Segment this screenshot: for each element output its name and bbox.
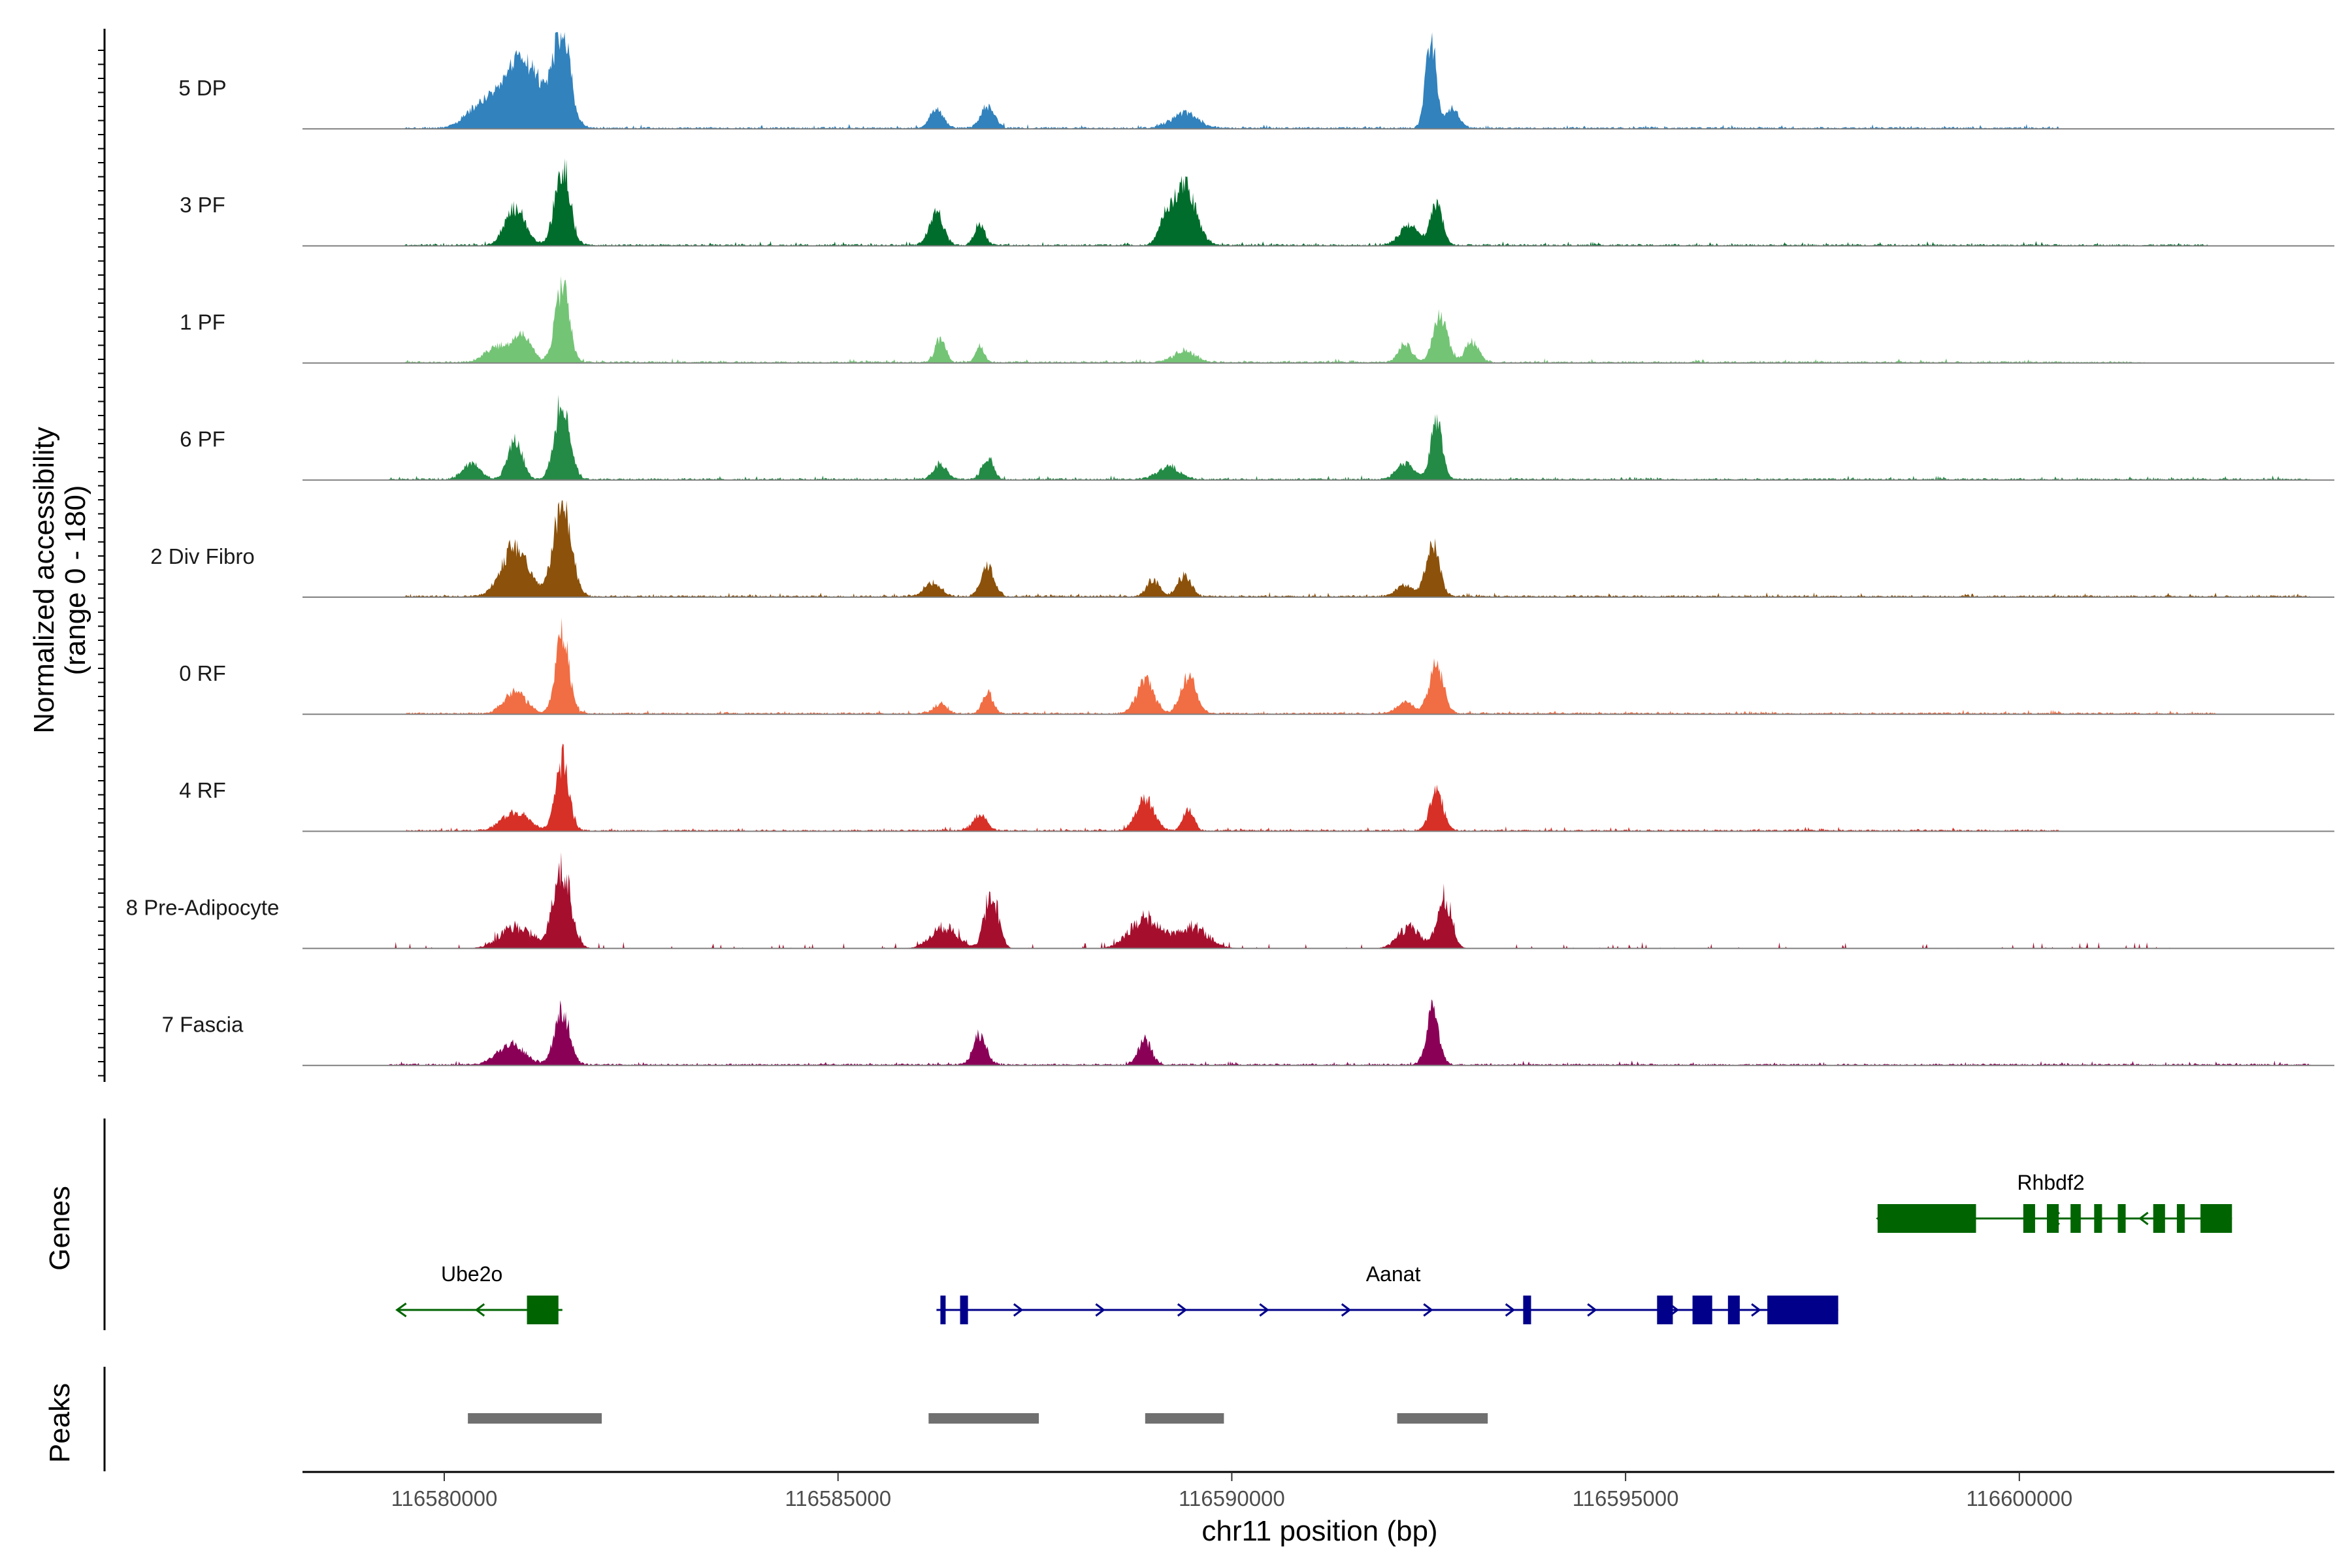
genes-panel-title: Genes (44, 1186, 76, 1271)
track-label: 7 Fascia (162, 1013, 244, 1037)
gene-ube2o: Ube2o (395, 1262, 563, 1324)
peaks-panel-title: Peaks (44, 1383, 76, 1463)
strand-arrow (1013, 1303, 1024, 1317)
x-axis-title: chr11 position (bp) (1201, 1515, 1437, 1547)
gene-exon (2176, 1204, 2185, 1233)
track-4-rf: 4 RF (179, 743, 2334, 832)
coverage-tracks: 5 DP 3 PF 1 PF 6 PF 2 Div Fibro 0 RF 4 RF 8 Pre… (126, 32, 2334, 1066)
gene-exon (2047, 1204, 2059, 1233)
gene-exon (1727, 1296, 1740, 1324)
gene-aanat: Aanat (936, 1262, 1838, 1324)
x-tick-label: 116595000 (1573, 1486, 1679, 1511)
coverage-area (404, 743, 2059, 832)
track-label: 1 PF (180, 310, 225, 334)
track-5-dp: 5 DP (178, 32, 2334, 130)
x-tick-label: 116590000 (1179, 1486, 1285, 1511)
strand-arrow (1587, 1303, 1597, 1317)
track-label: 2 Div Fibro (150, 544, 255, 568)
track-label: 5 DP (178, 76, 226, 100)
gene-label: Aanat (1366, 1262, 1421, 1286)
track-2-div-fibro: 2 Div Fibro (150, 500, 2334, 598)
x-tick-label: 116600000 (1966, 1486, 2072, 1511)
peak-region (1397, 1413, 1488, 1424)
peak-region-panel (468, 1413, 1488, 1424)
gene-exon (2200, 1204, 2232, 1233)
y-axis-title-line2: (range 0 - 180) (59, 485, 91, 675)
track-label: 4 RF (179, 778, 226, 802)
peak-region (1145, 1413, 1224, 1424)
left-axes (98, 29, 106, 1471)
gene-annotation-panel: Ube2o Aanat Rhbdf2 (395, 1171, 2232, 1324)
strand-arrow (1751, 1303, 1761, 1317)
track-7-fascia: 7 Fascia (162, 999, 2334, 1066)
gene-exon (2070, 1204, 2081, 1233)
gene-exon (1877, 1204, 1976, 1233)
gene-exon (960, 1296, 968, 1324)
gene-exon (2117, 1204, 2126, 1233)
gene-exon (2094, 1204, 2102, 1233)
peak-region (468, 1413, 602, 1424)
track-label: 8 Pre-Adipocyte (126, 895, 280, 919)
track-3-pf: 3 PF (180, 158, 2334, 247)
gene-exon (1692, 1296, 1712, 1324)
strand-arrow (1259, 1303, 1269, 1317)
track-label: 3 PF (180, 193, 225, 217)
strand-arrow (1095, 1303, 1105, 1317)
y-axis-title-line1: Normalized accessibility (28, 427, 60, 733)
gene-exon (527, 1296, 559, 1324)
x-tick-label: 116585000 (785, 1486, 891, 1511)
strand-arrow (1177, 1303, 1188, 1317)
gene-exon (2153, 1204, 2165, 1233)
strand-arrow (1505, 1303, 1516, 1317)
strand-arrow (395, 1302, 407, 1318)
track-label: 6 PF (180, 427, 225, 451)
track-8-pre-adipocyte: 8 Pre-Adipocyte (126, 852, 2334, 949)
track-6-pf: 6 PF (180, 394, 2334, 481)
gene-rhbdf2: Rhbdf2 (1876, 1171, 2232, 1233)
gene-exon (940, 1296, 946, 1324)
x-axis: 116580000 116585000 116590000 116595000 1166… (302, 1471, 2334, 1511)
track-1-pf: 1 PF (180, 276, 2334, 364)
gene-label: Ube2o (441, 1262, 502, 1286)
track-0-rf: 0 RF (179, 617, 2334, 715)
coverage-area (404, 32, 2059, 129)
gene-label: Rhbdf2 (2017, 1171, 2084, 1194)
gene-exon (1657, 1296, 1673, 1324)
gene-exon (1767, 1296, 1838, 1324)
strand-arrow (474, 1303, 485, 1317)
strand-arrow (1423, 1303, 1433, 1317)
coverage-area (389, 852, 2216, 949)
x-tick-label: 116580000 (391, 1486, 498, 1511)
strand-arrow (1341, 1303, 1352, 1317)
peak-region (928, 1413, 1039, 1424)
strand-arrow (2138, 1211, 2149, 1226)
gene-exon (1523, 1296, 1531, 1324)
track-label: 0 RF (179, 661, 226, 685)
gene-exon (2023, 1204, 2035, 1233)
